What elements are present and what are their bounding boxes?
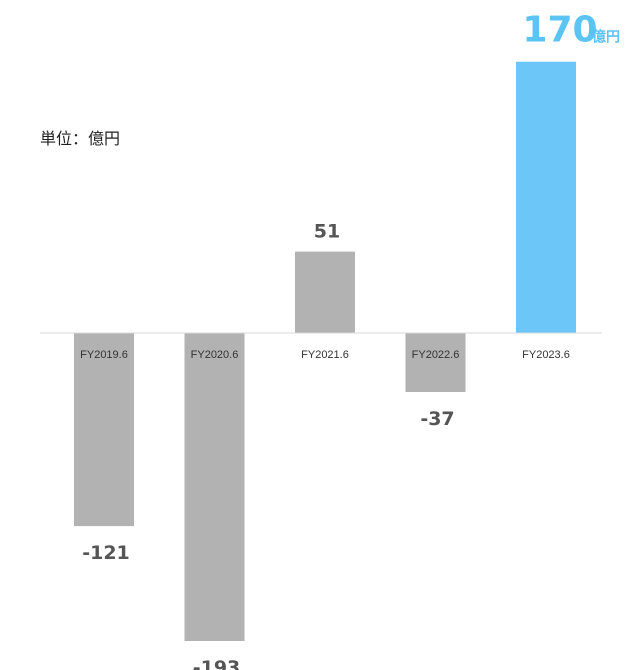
value-label: 51 [314, 221, 340, 243]
category-label: FY2019.6 [80, 349, 128, 361]
value-label-highlight: 170 [522, 10, 597, 51]
value-label: -121 [82, 542, 130, 564]
category-label: FY2022.6 [412, 349, 460, 361]
value-unit-label: 億円 [592, 29, 620, 46]
bar-fy2023-6 [516, 61, 576, 333]
bar-fy2021-6 [295, 251, 355, 333]
category-label: FY2020.6 [191, 349, 239, 361]
bar-fy2019-6 [74, 333, 134, 527]
category-labels: FY2019.6 FY2020.6 FY2021.6 FY2022.6 FY2023.6 [80, 349, 570, 361]
value-label: -37 [420, 408, 454, 430]
unit-label: 単位：億円 [40, 129, 120, 148]
category-label: FY2023.6 [522, 349, 570, 361]
bar-fy2022-6 [405, 333, 466, 392]
value-label: -193 [193, 657, 241, 670]
bars-group [74, 61, 576, 641]
category-label: FY2021.6 [301, 349, 349, 361]
bar-fy2020-6 [184, 333, 245, 641]
